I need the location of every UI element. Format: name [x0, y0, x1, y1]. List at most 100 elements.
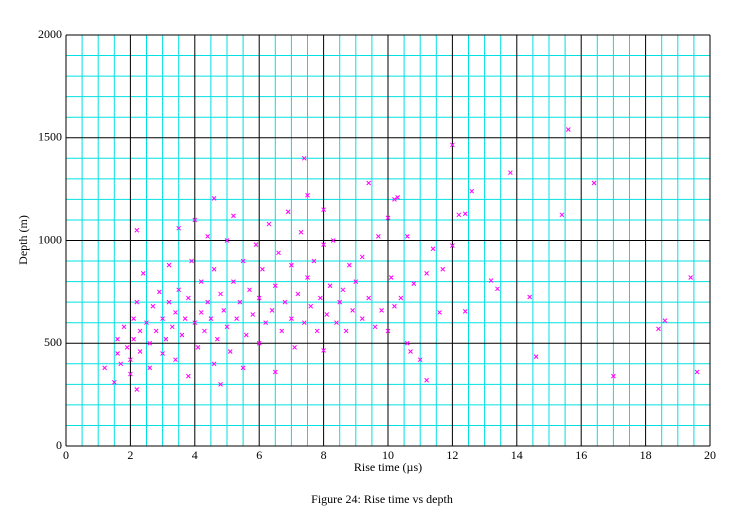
x-tick-label: 10 [382, 448, 394, 462]
point [218, 291, 223, 297]
y-tick-label: 1000 [38, 232, 62, 246]
point [192, 320, 198, 326]
x-tick-label: 6 [256, 448, 262, 462]
point [134, 387, 140, 392]
point [279, 328, 285, 334]
point [147, 365, 153, 371]
point [366, 180, 372, 186]
point [375, 234, 381, 239]
point [591, 180, 597, 186]
point [324, 312, 330, 317]
point [308, 303, 314, 309]
point [111, 379, 117, 385]
point [157, 289, 162, 295]
point [189, 258, 194, 264]
point [305, 192, 310, 198]
point [347, 262, 352, 268]
point [266, 221, 272, 227]
x-tick-label: 12 [446, 448, 458, 462]
point [301, 320, 307, 326]
point [694, 369, 700, 375]
point [385, 328, 391, 334]
point [182, 316, 188, 321]
point [295, 291, 301, 297]
point [173, 357, 178, 363]
point [298, 229, 304, 235]
point [559, 212, 565, 218]
point [366, 295, 372, 301]
point [450, 142, 455, 148]
point [231, 213, 236, 219]
caption: Figure 24: Rise time vs depth [311, 492, 453, 506]
point [314, 328, 320, 334]
point [256, 340, 262, 346]
point [137, 328, 143, 334]
point [179, 332, 185, 338]
point [176, 287, 182, 293]
point [527, 294, 533, 300]
point [224, 324, 230, 330]
point [176, 225, 182, 231]
point [218, 381, 223, 387]
point [121, 324, 127, 330]
point [102, 365, 107, 371]
point [272, 369, 278, 375]
point [424, 271, 429, 276]
point [208, 316, 214, 321]
point [359, 254, 365, 260]
point [353, 279, 359, 284]
point [321, 207, 326, 213]
x-axis-label: Rise time (µs) [354, 460, 422, 474]
point [398, 295, 404, 301]
point [256, 295, 262, 301]
point [166, 262, 172, 268]
point [456, 212, 462, 218]
point [147, 340, 153, 346]
point [214, 336, 220, 342]
point [211, 196, 217, 201]
point [292, 345, 297, 350]
point [379, 308, 384, 313]
y-axis-label: Depth (m) [16, 215, 30, 265]
point [128, 357, 133, 363]
point [392, 197, 397, 202]
point [495, 286, 500, 292]
point [462, 211, 468, 217]
x-tick-label: 16 [575, 448, 587, 462]
point [253, 242, 259, 247]
point [269, 308, 275, 313]
point [224, 238, 230, 243]
point [195, 345, 201, 350]
point [289, 316, 294, 321]
point [408, 349, 413, 354]
point [688, 275, 694, 280]
point [424, 377, 429, 383]
point [488, 278, 494, 283]
point [469, 188, 475, 194]
point [144, 320, 149, 326]
point [124, 345, 130, 350]
point [231, 279, 236, 284]
point [166, 299, 172, 305]
point [134, 299, 140, 305]
point [462, 309, 468, 314]
point [662, 318, 668, 323]
point [343, 328, 349, 334]
point [205, 234, 211, 239]
point [330, 238, 336, 243]
point [186, 295, 191, 301]
point [134, 227, 140, 233]
point [115, 336, 120, 342]
point [282, 299, 288, 305]
point [221, 308, 227, 313]
y-tick-label: 2000 [38, 27, 62, 41]
x-tick-label: 8 [321, 448, 327, 462]
point [404, 340, 410, 346]
point [417, 357, 423, 363]
x-tick-label: 4 [192, 448, 198, 462]
point [385, 215, 391, 221]
point [243, 332, 249, 338]
point [250, 312, 256, 317]
x-tick-label: 18 [640, 448, 652, 462]
